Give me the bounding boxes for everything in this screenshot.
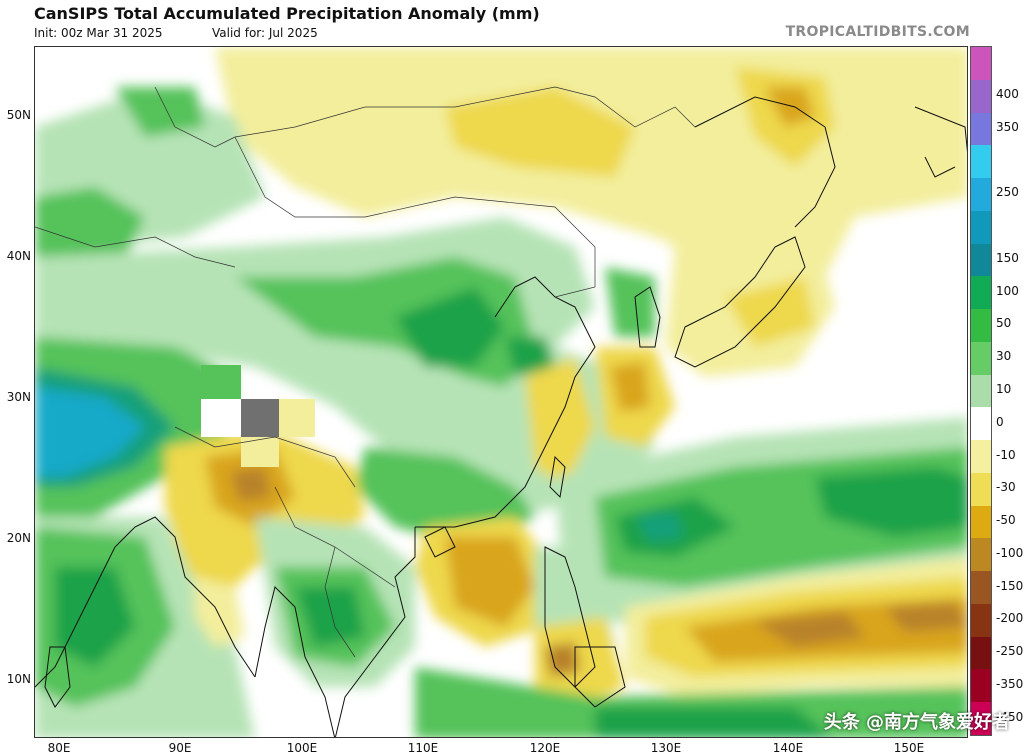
colorbar-segment [971, 636, 991, 670]
colorbar-label: -200 [996, 611, 1024, 626]
lon-label: 150E [893, 741, 925, 755]
valid-time: Valid for: Jul 2025 [212, 26, 318, 40]
init-time: Init: 00z Mar 31 2025 [34, 26, 163, 40]
colorbar-segment [971, 243, 991, 277]
colorbar-label: -150 [996, 578, 1024, 593]
map-canvas [35, 47, 967, 737]
colorbar-label: 0 [996, 414, 1004, 429]
colorbar-label: -10 [996, 447, 1016, 462]
colorbar-label: -350 [996, 676, 1024, 691]
colorbar [970, 46, 992, 736]
colorbar-segment [971, 341, 991, 376]
lon-label: 80E [47, 741, 71, 755]
lat-label: 20N [6, 531, 31, 545]
colorbar-label: 30 [996, 349, 1012, 364]
lat-label: 40N [6, 249, 31, 263]
lon-label: 120E [529, 741, 561, 755]
colorbar-segment [971, 407, 991, 441]
precip-anomaly-map [34, 46, 968, 738]
colorbar-label: 150 [996, 250, 1019, 265]
colorbar-segment [971, 112, 991, 146]
colorbar-segment [971, 571, 991, 605]
colorbar-label: -250 [996, 644, 1024, 659]
coastlines [35, 96, 967, 737]
colorbar-label: -450 [996, 709, 1024, 724]
lon-label: 110E [407, 741, 439, 755]
lon-label: 140E [772, 741, 804, 755]
colorbar-label: 400 [996, 87, 1019, 102]
colorbar-label: 50 [996, 316, 1012, 331]
colorbar-segment [971, 669, 991, 703]
lon-label: 100E [286, 741, 318, 755]
colorbar-segment [971, 440, 991, 474]
colorbar-segment [971, 505, 991, 539]
lat-label: 10N [6, 672, 31, 686]
colorbar-label: -30 [996, 480, 1016, 495]
colorbar-segment [971, 702, 991, 736]
colorbar-segment [971, 538, 991, 572]
lat-label: 50N [6, 108, 31, 122]
map-title: CanSIPS Total Accumulated Precipitation … [34, 4, 540, 23]
colorbar-label: 100 [996, 283, 1019, 298]
colorbar-segment [971, 374, 991, 408]
colorbar-segment [971, 276, 991, 310]
colorbar-segment [971, 47, 991, 81]
coarse-grid-cells [201, 365, 315, 467]
colorbar-label: 250 [996, 185, 1019, 200]
watermark: 头条 @南方气象爱好者 [823, 712, 1010, 733]
colorbar-segment [971, 79, 991, 113]
country-borders [35, 86, 696, 658]
colorbar-label: -100 [996, 545, 1024, 560]
colorbar-segment [971, 210, 991, 245]
colorbar-label: -50 [996, 513, 1016, 528]
colorbar-segment [971, 309, 991, 343]
lon-label: 90E [168, 741, 192, 755]
colorbar-label: 350 [996, 119, 1019, 134]
anomaly-field [35, 47, 967, 737]
lat-label: 30N [6, 390, 31, 404]
brand-label: TROPICALTIDBITS.COM [785, 24, 970, 40]
colorbar-segment [971, 145, 991, 179]
colorbar-label: 10 [996, 382, 1012, 396]
colorbar-segment [971, 603, 991, 638]
lon-label: 130E [650, 741, 682, 755]
colorbar-segment [971, 178, 991, 212]
colorbar-segment [971, 472, 991, 507]
